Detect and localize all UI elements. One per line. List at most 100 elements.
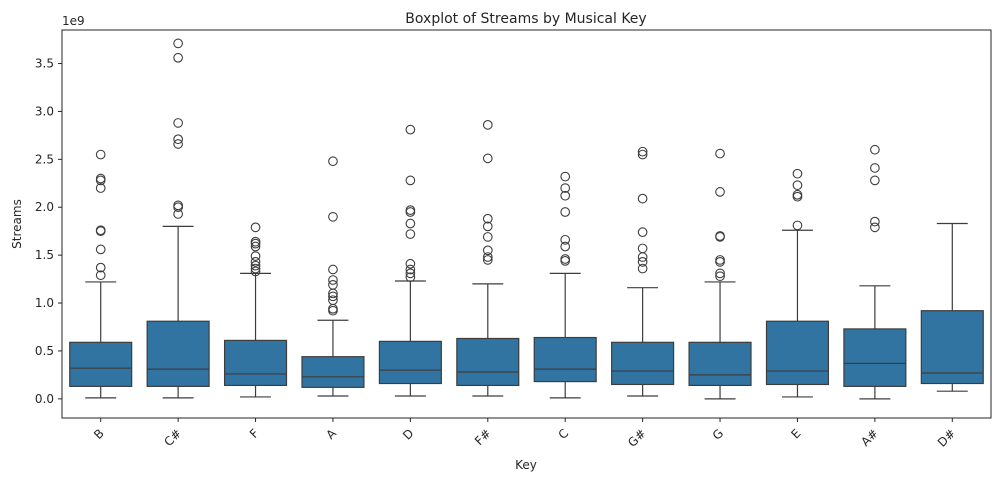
outlier-point [328,264,338,275]
outlier-point [250,251,261,261]
box-F [223,222,288,398]
iqr-box [843,328,907,387]
iqr-box [611,341,675,386]
outlier-point [870,144,880,155]
chart-title: Boxplot of Streams by Musical Key [405,11,646,27]
outlier-point [405,229,416,239]
outlier-point [328,291,338,302]
outlier-point [250,260,261,271]
outlier-point [95,173,106,184]
box-A# [843,144,907,400]
y-tick-label: 3.5 [35,57,54,71]
box-D# [920,222,984,392]
outlier-point [637,243,648,254]
x-tick-label: D# [935,426,959,450]
outlier-point [405,218,416,229]
outlier-point [715,271,725,282]
y-tick-label: 1.5 [35,248,54,262]
outlier-point [637,263,648,274]
outlier-point [95,262,106,273]
box-B [69,149,133,399]
outlier-point [405,272,416,283]
x-tick-label: G [710,426,726,442]
x-tick-label: E [788,426,803,441]
outlier-point [792,180,803,191]
iqr-box [456,337,520,387]
outlier-point [405,207,416,217]
x-tick-label: D [400,426,416,442]
y-tick-label: 2.5 [35,152,54,166]
outlier-point [715,148,725,159]
box-G [688,148,752,400]
outlier-point [173,139,183,149]
y-scale-label: 1e9 [62,14,85,28]
outlier-point [250,241,261,252]
outlier-point [715,187,725,197]
outlier-point [715,268,725,279]
outlier-point [870,222,880,233]
x-tick-label: F [247,426,262,441]
box-G# [611,146,675,397]
outlier-point [95,225,106,236]
outlier-point [792,168,803,179]
outlier-point [250,256,261,267]
iqr-box [920,310,984,385]
outlier-point [715,231,725,241]
outlier-point [560,241,571,252]
box-D [378,124,442,397]
outlier-point [328,279,338,290]
outlier-point [637,227,648,237]
box-A [301,156,365,397]
outlier-point [560,234,571,245]
y-tick-label: 3.0 [35,104,54,118]
y-tick-label: 0.0 [35,392,54,406]
outlier-point [715,256,725,267]
y-tick-label: 1.0 [35,296,54,310]
x-tick-label: A# [858,426,881,449]
y-axis-label: Streams [10,199,24,249]
plot-frame [61,29,992,419]
x-tick-label: A [323,426,339,442]
outlier-point [482,232,493,242]
outlier-point [637,146,648,157]
outlier-point [173,118,183,128]
box-C# [146,38,210,399]
outlier-point [405,205,416,215]
outlier-point [173,134,183,145]
outlier-point [792,189,803,200]
outlier-point [250,222,261,233]
x-tick-label: G# [625,426,649,450]
outlier-point [870,175,880,186]
x-tick-label: B [91,426,107,442]
outlier-point [637,149,648,160]
y-tick-label: 2.0 [35,200,54,214]
outlier-point [560,183,571,193]
outlier-point [173,200,183,211]
outlier-point [328,295,338,306]
outlier-point [250,266,261,277]
outlier-point [482,213,493,224]
outlier-point [250,263,261,274]
outlier-point [328,211,338,222]
outlier-point [637,193,648,204]
outlier-point [870,163,880,173]
iqr-box [223,339,288,387]
iqr-box [765,320,830,386]
outlier-point [95,244,106,255]
outlier-point [95,270,106,281]
outlier-point [173,202,183,213]
outlier-point [405,258,416,269]
iqr-box [533,336,597,383]
outlier-point [405,264,416,275]
x-tick-label: F# [472,426,494,448]
box-F# [456,119,520,397]
iqr-box [301,356,365,388]
iqr-box [378,340,442,385]
outlier-point [405,268,416,279]
x-axis-label: Key [515,458,537,472]
outlier-point [482,252,493,262]
outlier-point [482,221,493,232]
box-C [533,171,597,399]
outlier-point [560,207,571,217]
